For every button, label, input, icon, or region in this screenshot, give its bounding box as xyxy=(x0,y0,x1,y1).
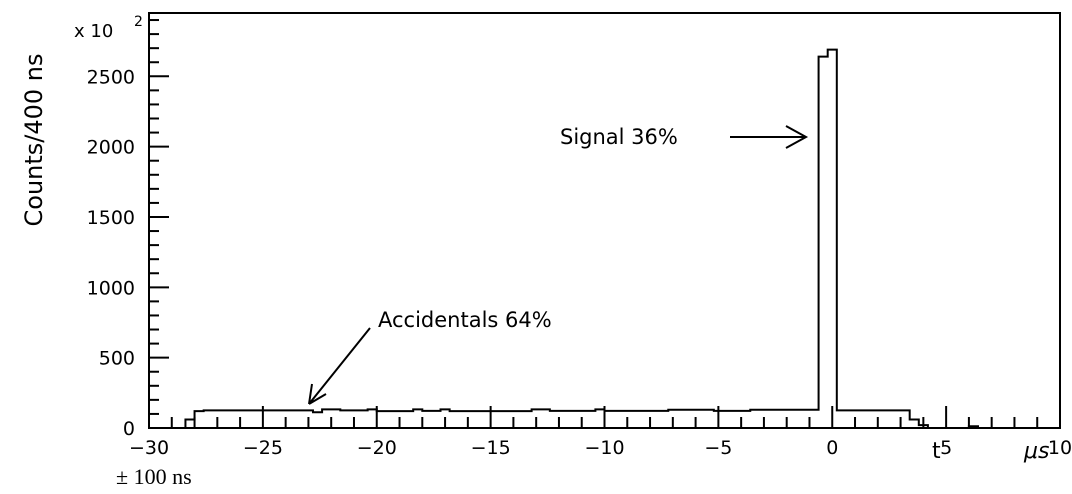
y-tick-label: 500 xyxy=(99,348,135,370)
x-tick-label: 0 xyxy=(826,437,838,459)
x-tick-label: −20 xyxy=(357,437,397,459)
accidentals-annotation: Accidentals 64% xyxy=(378,308,552,332)
x-tick-label: 5 xyxy=(940,437,952,459)
resolution-footnote: ± 100 ns xyxy=(116,464,192,490)
y-multiplier: x 10 xyxy=(74,21,113,42)
x-axis: −30 −25 −20 −15 −10 −5 0 5 10 xyxy=(129,406,1072,459)
y-axis-label: Counts/400 ns xyxy=(20,53,48,226)
x-tick-label: −30 xyxy=(129,437,169,459)
y-tick-label: 2500 xyxy=(87,66,135,88)
histogram-outline xyxy=(185,50,1060,428)
y-tick-label: 2000 xyxy=(87,137,135,159)
x-tick-label: −15 xyxy=(471,437,511,459)
histogram-chart: 0 500 1000 1500 2000 2500 −30 −25 −20 −15 −10 −5 0 5… xyxy=(0,0,1072,464)
x-tick-label: −5 xyxy=(704,437,732,459)
y-tick-label: 1500 xyxy=(87,207,135,229)
y-multiplier-exponent: 2 xyxy=(134,14,143,30)
signal-annotation: Signal 36% xyxy=(560,125,678,149)
x-tick-label: −10 xyxy=(584,437,624,459)
accidentals-arrow xyxy=(309,328,370,404)
x-tick-label: −25 xyxy=(243,437,283,459)
y-tick-label: 1000 xyxy=(87,277,135,299)
x-axis-label-unit: μs xyxy=(1023,439,1049,464)
x-tick-label: 10 xyxy=(1048,437,1072,459)
plot-frame xyxy=(149,13,1060,428)
x-axis-label-t: t xyxy=(932,439,941,464)
signal-arrow xyxy=(730,126,806,148)
